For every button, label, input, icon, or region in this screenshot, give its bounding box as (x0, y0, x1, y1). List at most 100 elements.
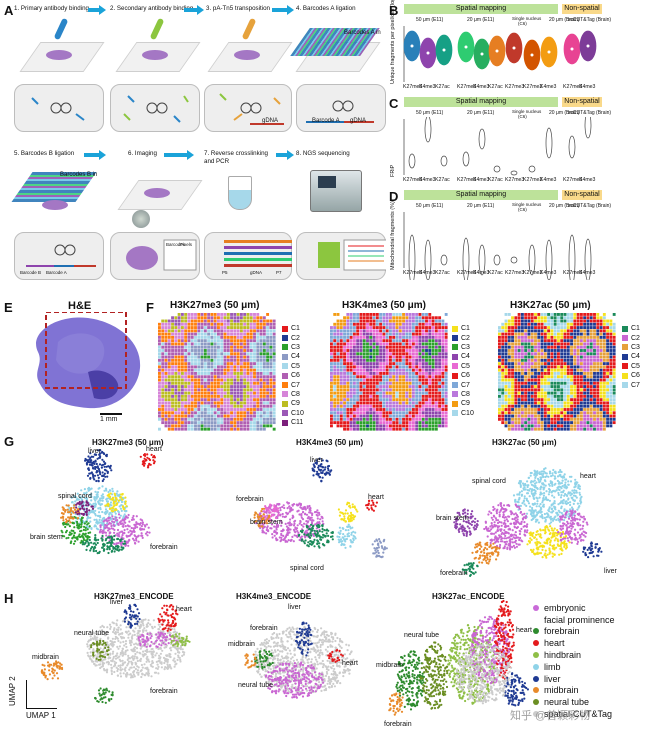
cluster-legend-item: C1 (282, 324, 304, 333)
umap-h-label: heart (342, 660, 358, 667)
cluster-legend-item: C1 (452, 324, 474, 333)
h-legend-dot (533, 652, 539, 659)
barcode-a-in-label: Barcodes A in (344, 30, 381, 36)
x-tick-label: K27ac (435, 84, 450, 90)
cluster-legend-item: C8 (282, 390, 304, 399)
cluster-swatch (282, 391, 288, 398)
umap-g-label: liver (310, 457, 323, 464)
cluster-label: C10 (291, 409, 304, 417)
step-5-label: 5. Barcodes B ligation (14, 150, 75, 157)
y-axis-label: Mitochondrial fragments (%) (390, 201, 396, 270)
panel-c-letter: C (389, 96, 399, 111)
cluster-swatch (282, 400, 288, 407)
cluster-legend-item: C10 (452, 409, 474, 418)
violin-median (410, 44, 414, 48)
umap-g-label: forebrain (440, 570, 468, 577)
violin-shape (510, 256, 518, 264)
cluster-legend-item: C2 (282, 333, 304, 342)
x-tick-label: K4me3 (473, 270, 490, 276)
detail-row1-glyphs (31, 93, 374, 125)
non-spatial-header: Non-spatial (562, 97, 602, 107)
cluster-label: C7 (461, 381, 470, 389)
cluster-label: C8 (461, 390, 470, 398)
h-legend-label: facial prominence (544, 614, 615, 625)
cluster-label: C3 (631, 343, 640, 351)
cluster-legend-item: C9 (452, 399, 474, 408)
x-tick-label: K27ac (435, 270, 450, 276)
umap-h-label: neural tube (238, 682, 274, 689)
umap-g-label: spinal cord (58, 493, 92, 500)
non-spatial-header: Non-spatial (562, 190, 602, 200)
spatial-map-grid (158, 313, 276, 431)
spatial-map-title: H3K27me3 (50 μm) (170, 300, 260, 311)
umap-h-label: heart (176, 606, 192, 613)
barcode-b-label: Barcode B (20, 270, 42, 275)
x-tick-label: K27ac (488, 270, 503, 276)
cluster-swatch (452, 363, 458, 370)
h-legend-label: limb (544, 661, 561, 672)
umap-g-title: H3K27ac (50 μm) (492, 438, 557, 447)
pipette-icon (241, 17, 257, 41)
spatial-map-grid (498, 313, 616, 431)
umap-g-label: heart (580, 473, 596, 480)
step-1-label: 1. Primary antibody binding (14, 5, 89, 12)
spatial-map-legend: C1 C2 C3 C4 C5 C6 C7 C8 C9 C10 C11 (282, 324, 304, 427)
cluster-swatch (622, 344, 628, 351)
cluster-legend-item: C7 (282, 380, 304, 389)
umap-h-title: H3K27ac_ENCODE (432, 592, 505, 601)
cluster-legend-item: C9 (282, 399, 304, 408)
x-tick-label: K4me3 (540, 84, 557, 90)
cluster-label: C10 (461, 409, 474, 417)
x-tick-label: K4me3 (579, 270, 596, 276)
umap-h-label: midbrain (32, 654, 59, 661)
h-legend-dot (533, 675, 539, 682)
cluster-legend-item: C7 (452, 380, 474, 389)
cluster-swatch (622, 353, 628, 360)
cluster-legend-item: C11 (282, 418, 304, 427)
non-spatial-header: Non-spatial (562, 4, 602, 14)
group-label: 20 μm (E11) (467, 17, 495, 23)
cluster-label: C6 (291, 372, 300, 380)
tissue-5 (42, 200, 68, 210)
x-tick-label: K27ac (435, 177, 450, 183)
h-legend-label: forebrain (544, 626, 580, 637)
umap-h-title: H3K27me3_ENCODE (94, 592, 174, 601)
pcr-tube-icon (228, 176, 252, 210)
violin-shape (424, 117, 432, 143)
cluster-swatch (282, 353, 288, 360)
umap-g-label: heart (146, 446, 162, 453)
x-tick-label: K4me3 (579, 84, 596, 90)
violin-median (495, 49, 499, 53)
h-legend: embryonic facial prominence forebrain heart… (533, 602, 615, 720)
cluster-legend-item: C3 (452, 343, 474, 352)
cluster-label: C3 (461, 343, 470, 351)
umap1-axis-label: UMAP 1 (26, 711, 56, 720)
step-7-label: 7. Reverse crosslinking (204, 150, 268, 157)
cluster-legend-item: C5 (452, 362, 474, 371)
cluster-legend-item: C3 (622, 343, 640, 352)
violin-shape (568, 135, 576, 159)
violin-shape (462, 151, 470, 167)
cluster-legend-item: C3 (282, 343, 304, 352)
violin-shape (440, 155, 448, 167)
group-label: 20 μm (E11) (467, 203, 495, 209)
h-legend-item: facial prominence (533, 614, 615, 626)
cluster-label: C4 (291, 353, 300, 361)
panel-h-letter: H (4, 591, 14, 606)
violin-median (586, 44, 590, 48)
scale-bar-label: 1 mm (100, 416, 118, 423)
step-3-label: 3. pA-Tn5 transposition (206, 5, 270, 12)
group-label: 20 μm (E11) (467, 110, 495, 116)
cluster-legend-item: C6 (622, 371, 640, 380)
cluster-swatch (282, 325, 288, 332)
umap-h-label: forebrain (384, 721, 412, 728)
cluster-label: C1 (291, 325, 300, 333)
cluster-label: C9 (291, 400, 300, 408)
step-4-label: 4. Barcodes A ligation (296, 5, 356, 12)
detail-row2-glyphs (26, 239, 386, 271)
x-tick-label: K4me3 (540, 270, 557, 276)
violin-shape (510, 170, 518, 176)
spatial-map-title: H3K4me3 (50 μm) (342, 300, 426, 311)
umap-h-label: forebrain (150, 688, 178, 695)
watermark: 知乎 @曾颖彩物 (510, 710, 591, 722)
